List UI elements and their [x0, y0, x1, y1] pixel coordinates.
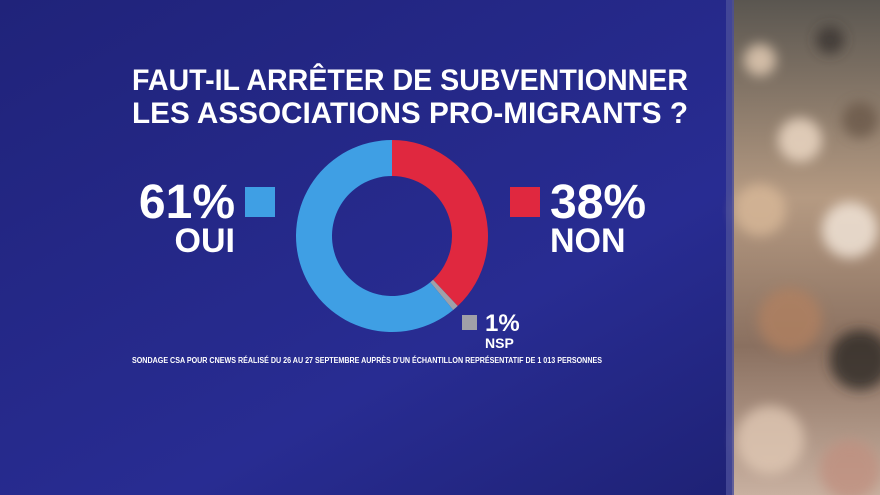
- category-label: OUI: [175, 222, 235, 260]
- value-label: 1%: [485, 310, 520, 337]
- category-label: NON: [550, 222, 626, 260]
- donut-slice: [430, 279, 458, 310]
- value-label: 38%: [550, 176, 646, 229]
- donut-slice: [392, 140, 488, 306]
- crowd-photo: [726, 0, 880, 495]
- legend-swatch: [462, 315, 477, 330]
- title-line: FAUT-IL ARRÊTER DE SUBVENTIONNER: [132, 63, 688, 97]
- legend-swatch: [510, 187, 540, 217]
- footnote: SONDAGE CSA POUR CNEWS RÉALISÉ DU 26 AU …: [132, 356, 603, 365]
- donut-slice: [295, 140, 454, 332]
- category-label: NSP: [485, 335, 514, 351]
- legend-swatch: [245, 187, 275, 217]
- value-label: 61%: [139, 176, 235, 229]
- title-line: LES ASSOCIATIONS PRO-MIGRANTS ?: [132, 97, 688, 130]
